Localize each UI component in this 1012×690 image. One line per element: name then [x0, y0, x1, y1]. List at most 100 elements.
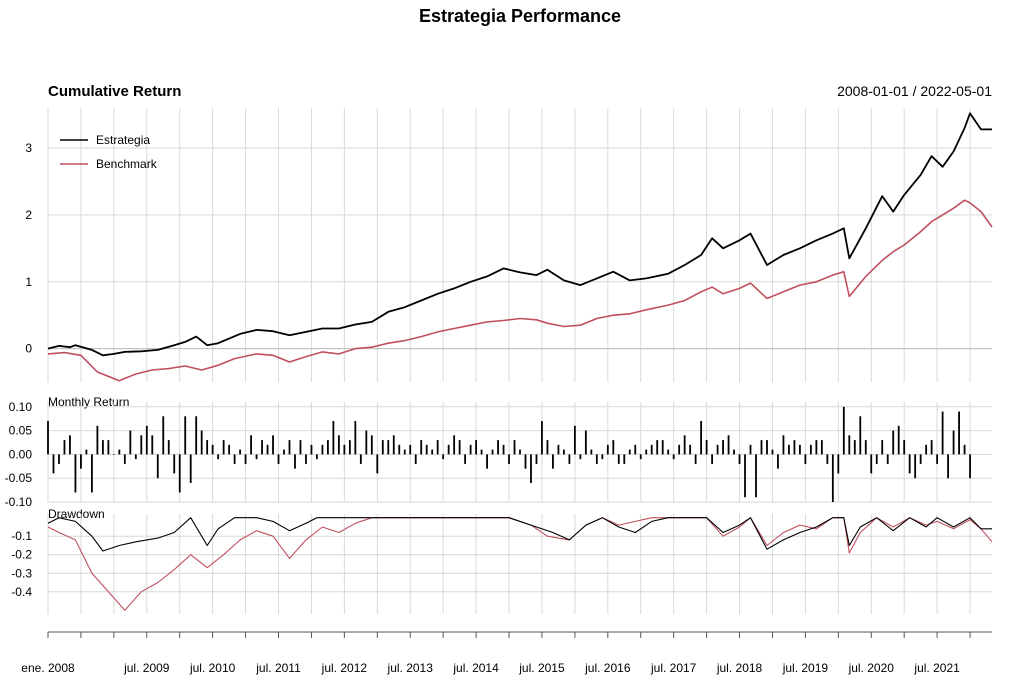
monthly-bar	[47, 421, 49, 455]
monthly-bar	[837, 454, 840, 474]
monthly-bar	[908, 454, 911, 474]
monthly-bar	[151, 435, 154, 455]
monthly-bar	[952, 430, 955, 455]
monthly-bar	[864, 440, 867, 455]
monthly-bar	[316, 454, 318, 460]
cumulative-y-tick-label: 2	[25, 208, 32, 222]
drawdown-y-axis: -0.1 -0.2 -0.3 -0.4	[11, 529, 32, 599]
monthly-bar	[173, 454, 176, 474]
monthly-bar	[321, 444, 324, 455]
monthly-bar	[178, 454, 181, 493]
monthly-bar	[96, 425, 99, 455]
monthly-bar	[101, 440, 104, 455]
monthly-bar	[288, 440, 291, 455]
monthly-bar	[80, 454, 82, 469]
drawdown-panel: Drawdown -0.1 -0.2 -0.3 -0.4	[11, 507, 993, 614]
monthly-bar	[595, 454, 598, 464]
drawdown-series	[47, 517, 993, 611]
date-range-label: 2008-01-01 / 2022-05-01	[837, 83, 992, 99]
chart-title: Estrategia Performance	[419, 6, 621, 26]
monthly-bar	[453, 435, 456, 455]
monthly-bar	[897, 425, 900, 455]
monthly-bar	[107, 440, 110, 455]
monthly-bar	[563, 449, 565, 455]
cumulative-y-tick-label: 0	[25, 342, 32, 356]
monthly-bar	[579, 454, 582, 460]
monthly-bar	[118, 449, 121, 455]
monthly-bar	[310, 444, 313, 455]
monthly-bar	[123, 454, 126, 464]
monthly-bars	[47, 406, 971, 502]
monthly-bar	[969, 454, 971, 479]
monthly-bar	[74, 454, 77, 493]
monthly-bar	[853, 440, 856, 455]
monthly-bar	[793, 440, 796, 455]
monthly-bar	[628, 449, 631, 455]
monthly-bar	[804, 454, 807, 464]
monthly-bar	[337, 435, 340, 455]
x-axis-ticks: ene. 2008 jul. 2009 jul. 2010 jul. 2011 jul.…	[21, 632, 971, 675]
monthly-bar	[606, 444, 609, 455]
monthly-bar	[678, 444, 681, 455]
drawdown-line-estrategia	[47, 517, 992, 552]
monthly-bar	[809, 444, 812, 455]
monthly-bar	[749, 444, 752, 455]
monthly-bar	[612, 440, 615, 455]
monthly-bar	[947, 454, 949, 479]
monthly-bar	[327, 440, 329, 455]
monthly-return-panel: Monthly Return 0.10 0.05 0.00 -0.05 -0.10	[5, 395, 992, 509]
monthly-bar	[414, 454, 417, 464]
monthly-bar	[513, 440, 516, 455]
monthly-bar	[381, 440, 384, 455]
monthly-bar	[892, 430, 895, 455]
drawdown-line-benchmark	[47, 517, 993, 611]
monthly-bar	[541, 421, 543, 455]
monthly-y-tick-label: 0.05	[9, 424, 33, 438]
monthly-bar	[672, 454, 675, 460]
monthly-bar	[930, 440, 933, 455]
monthly-bar	[502, 444, 505, 455]
cumulative-return-panel: Cumulative Return 2008-01-01 / 2022-05-0…	[25, 83, 993, 382]
cumulative-y-tick-label: 3	[25, 141, 32, 155]
monthly-bar	[645, 449, 648, 455]
monthly-bar	[162, 416, 165, 455]
monthly-bar	[140, 435, 143, 455]
monthly-bar	[233, 454, 236, 464]
monthly-bar	[744, 454, 746, 498]
legend: Estrategia Benchmark	[60, 133, 158, 171]
monthly-bar	[217, 454, 220, 460]
monthly-bar	[936, 454, 939, 464]
monthly-bar	[925, 444, 928, 455]
monthly-bar	[886, 454, 889, 464]
monthly-bar	[305, 454, 307, 464]
x-tick-label: jul. 2016	[584, 661, 631, 675]
monthly-bar	[716, 444, 719, 455]
monthly-y-tick-label: 0.10	[9, 400, 33, 414]
monthly-bar	[694, 454, 697, 464]
monthly-bar	[508, 454, 510, 464]
monthly-bar	[359, 454, 362, 464]
monthly-bar	[919, 454, 922, 464]
monthly-bar	[777, 454, 779, 469]
monthly-y-tick-label: -0.05	[5, 471, 33, 485]
monthly-bar	[667, 449, 670, 455]
monthly-bar	[634, 444, 637, 455]
monthly-bar	[398, 444, 401, 455]
x-tick-label: jul. 2020	[848, 661, 895, 675]
monthly-bar	[112, 454, 115, 455]
x-tick-label: jul. 2013	[387, 661, 434, 675]
monthly-bar	[442, 454, 445, 460]
monthly-bar	[639, 454, 642, 460]
monthly-bar	[195, 416, 198, 455]
monthly-bar	[799, 444, 801, 455]
monthly-bar	[705, 440, 708, 455]
cumulative-panel-title: Cumulative Return	[48, 83, 181, 100]
monthly-y-tick-label: -0.10	[5, 495, 33, 509]
monthly-bar	[189, 454, 192, 483]
monthly-bar	[458, 440, 461, 455]
monthly-bar	[689, 444, 692, 455]
monthly-bar	[683, 435, 686, 455]
monthly-bar	[409, 444, 412, 455]
x-tick-label: jul. 2009	[123, 661, 170, 675]
monthly-bar	[134, 454, 137, 460]
